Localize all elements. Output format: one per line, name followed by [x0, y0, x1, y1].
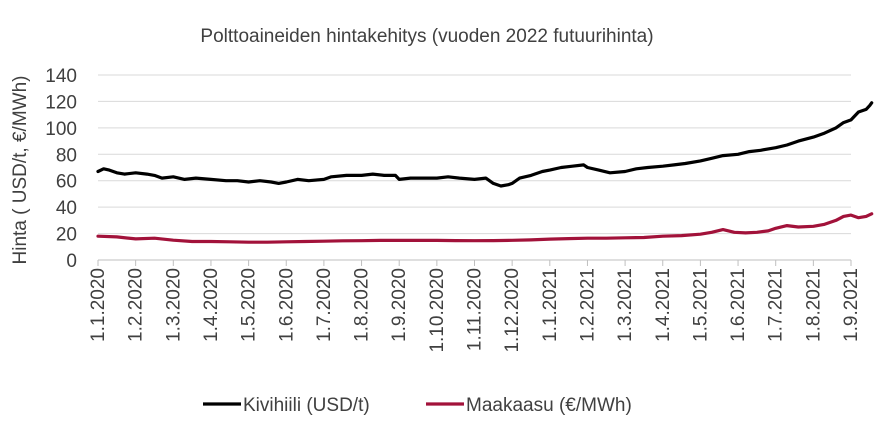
y-tick-label: 20: [56, 225, 77, 246]
x-tick-label: 1.2.2020: [126, 268, 147, 342]
series-lines: [96, 101, 874, 244]
y-tick-label: 80: [56, 145, 77, 166]
x-tick-label: 1.5.2020: [239, 268, 260, 342]
y-tick-label: 40: [56, 198, 77, 219]
x-tick-label: 1.7.2021: [766, 268, 787, 342]
y-tick-label: 100: [45, 119, 77, 140]
y-axis-tick-labels: 0 20 40 60 80 100 120 140: [45, 66, 77, 272]
x-tick-label: 1.10.2020: [427, 268, 448, 353]
x-tick-label: 1.1.2021: [540, 268, 561, 342]
x-tick-label: 1.6.2021: [728, 268, 749, 342]
y-axis-label: Hinta ( USD/t, €/MWh): [10, 76, 31, 265]
y-tick-label: 140: [45, 66, 77, 87]
x-tick-label: 1.8.2021: [803, 268, 824, 342]
x-tick-label: 1.8.2020: [352, 268, 373, 342]
x-tick-label: 1.4.2020: [201, 268, 222, 342]
legend-label-0: Kivihiili (USD/t): [243, 395, 370, 416]
x-tick-label: 1.3.2021: [615, 268, 636, 342]
x-tick-label: 1.4.2021: [653, 268, 674, 342]
series-line-0: [96, 101, 874, 188]
x-tick-label: 1.12.2020: [502, 268, 523, 353]
x-tick-label: 1.9.2020: [389, 268, 410, 342]
legend: Kivihiili (USD/t) Maakaasu (€/MWh): [203, 395, 632, 416]
x-tick-label: 1.11.2020: [465, 268, 486, 351]
y-tick-label: 0: [66, 251, 77, 272]
x-tick-label: 1.9.2021: [841, 268, 862, 342]
y-tick-label: 120: [45, 92, 77, 113]
series-line-1: [96, 212, 874, 244]
x-axis-tick-labels: 1.1.2020 1.2.2020 1.3.2020 1.4.2020 1.5.2020…: [88, 268, 862, 353]
x-tick-label: 1.3.2020: [163, 268, 184, 342]
legend-label-1: Maakaasu (€/MWh): [466, 395, 632, 416]
x-tick-label: 1.2.2021: [577, 268, 598, 342]
y-tick-label: 60: [56, 172, 77, 193]
x-tick-label: 1.6.2020: [276, 268, 297, 342]
chart-title: Polttoaineiden hintakehitys (vuoden 2022…: [200, 26, 653, 47]
x-axis: [97, 259, 852, 266]
x-tick-label: 1.1.2020: [88, 268, 109, 342]
x-tick-label: 1.5.2021: [690, 268, 711, 342]
x-tick-label: 1.7.2020: [314, 268, 335, 342]
